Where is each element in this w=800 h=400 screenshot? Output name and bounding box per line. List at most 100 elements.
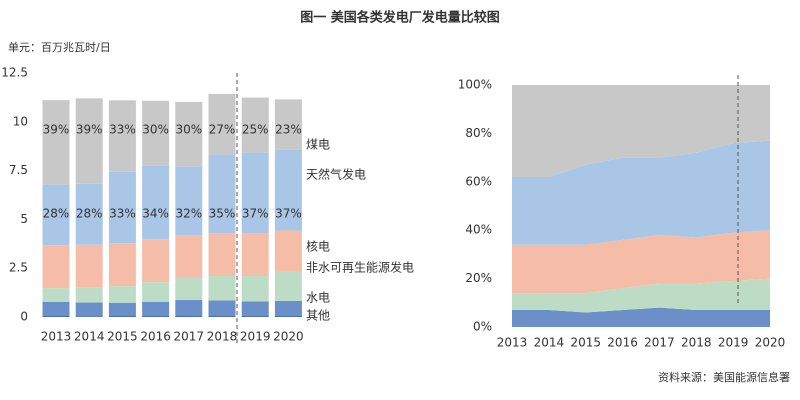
bar-segment bbox=[241, 276, 269, 302]
x-tick-label: 2016 bbox=[607, 336, 638, 350]
bar-segment bbox=[75, 287, 103, 303]
bar-segment bbox=[175, 277, 203, 301]
share-label: 35% bbox=[209, 207, 236, 221]
bar-segment bbox=[241, 152, 269, 234]
x-tick-label: 2019 bbox=[718, 336, 749, 350]
y-tick-label: 80% bbox=[465, 126, 492, 140]
legend-label: 非水可再生能源发电 bbox=[306, 260, 414, 275]
bar-segment bbox=[142, 282, 170, 302]
y-tick-label: 7.5 bbox=[9, 163, 28, 177]
bar-segment bbox=[175, 300, 203, 317]
bar-segment bbox=[42, 316, 70, 317]
bar-segment bbox=[208, 233, 236, 277]
bar-segment bbox=[241, 316, 269, 317]
bar-segment bbox=[42, 288, 70, 302]
bar-segment bbox=[274, 230, 302, 272]
bar-segment bbox=[142, 100, 170, 166]
x-tick-label: 2016 bbox=[140, 330, 171, 344]
bar-segment bbox=[175, 316, 203, 317]
x-tick-label: 2015 bbox=[570, 336, 601, 350]
share-label: 33% bbox=[109, 123, 136, 137]
bar-segment bbox=[208, 154, 236, 234]
bar-segment bbox=[42, 100, 70, 185]
bar-segment bbox=[142, 239, 170, 283]
bar-segment bbox=[142, 165, 170, 240]
share-label: 33% bbox=[109, 207, 136, 221]
share-label: 28% bbox=[43, 207, 70, 221]
unit-label: 单元：百万兆瓦时/日 bbox=[8, 41, 111, 54]
bar-segment bbox=[241, 233, 269, 277]
bar-segment bbox=[75, 316, 103, 317]
bar-segment bbox=[208, 300, 236, 317]
figure-title: 图一 美国各类发电厂发电量比较图 bbox=[300, 10, 500, 26]
legend-label: 水电 bbox=[306, 291, 330, 305]
legend-label: 天然气发电 bbox=[306, 167, 366, 182]
area bbox=[512, 230, 770, 294]
share-label: 37% bbox=[275, 207, 302, 221]
y-tick-label: 0 bbox=[20, 310, 28, 324]
share-label: 34% bbox=[142, 207, 169, 221]
bar-segment bbox=[274, 99, 302, 150]
x-tick-label: 2015 bbox=[107, 330, 138, 344]
y-tick-label: 12.5 bbox=[1, 66, 28, 80]
bar-segment bbox=[75, 302, 103, 317]
x-tick-label: 2014 bbox=[74, 330, 105, 344]
bar-segment bbox=[208, 316, 236, 317]
bar-segment bbox=[42, 245, 70, 289]
legend-label: 其他 bbox=[306, 309, 330, 323]
bar-segment bbox=[108, 100, 136, 172]
bar-segment bbox=[142, 316, 170, 317]
bar-segment bbox=[274, 316, 302, 317]
x-tick-label: 2020 bbox=[273, 330, 304, 344]
bar-segment bbox=[274, 300, 302, 317]
bar-segment bbox=[108, 316, 136, 317]
area bbox=[512, 278, 770, 313]
bar-segment bbox=[241, 301, 269, 317]
bar-segment bbox=[75, 183, 103, 245]
x-tick-label: 2019 bbox=[240, 330, 271, 344]
bar-segment bbox=[108, 286, 136, 303]
share-label: 30% bbox=[175, 123, 202, 137]
y-tick-label: 40% bbox=[465, 223, 492, 237]
legend-label: 核电 bbox=[306, 240, 330, 254]
bar-segment bbox=[142, 301, 170, 317]
bar-segment bbox=[75, 244, 103, 288]
share-label: 25% bbox=[242, 123, 269, 137]
area bbox=[512, 85, 770, 177]
y-tick-label: 100% bbox=[458, 78, 492, 92]
area bbox=[512, 140, 770, 245]
legend-label: 煤电 bbox=[306, 138, 330, 152]
y-tick-label: 60% bbox=[465, 174, 492, 188]
bar-segment bbox=[108, 171, 136, 244]
bar-segment bbox=[175, 235, 203, 278]
share-label: 27% bbox=[209, 123, 236, 137]
share-label: 32% bbox=[175, 207, 202, 221]
bar-segment bbox=[274, 149, 302, 231]
bar-segment bbox=[274, 271, 302, 301]
x-tick-label: 2020 bbox=[755, 336, 786, 350]
y-tick-label: 10 bbox=[13, 114, 28, 128]
x-tick-label: 2018 bbox=[681, 336, 712, 350]
share-label: 23% bbox=[275, 123, 302, 137]
share-label: 30% bbox=[142, 123, 169, 137]
share-label: 37% bbox=[242, 207, 269, 221]
x-tick-label: 2013 bbox=[497, 336, 528, 350]
bar-segment bbox=[175, 101, 203, 167]
share-label: 28% bbox=[76, 207, 103, 221]
y-tick-label: 20% bbox=[465, 271, 492, 285]
y-tick-label: 2.5 bbox=[9, 261, 28, 275]
x-tick-label: 2014 bbox=[534, 336, 565, 350]
share-label: 39% bbox=[43, 123, 70, 137]
bar-segment bbox=[241, 97, 269, 153]
source: 资料来源：美国能源信息署 bbox=[658, 370, 790, 384]
bar-segment bbox=[108, 243, 136, 287]
bar-segment bbox=[175, 166, 203, 236]
y-tick-label: 0% bbox=[473, 320, 492, 334]
x-tick-label: 2013 bbox=[41, 330, 72, 344]
bar-segment bbox=[208, 276, 236, 301]
x-tick-label: 2017 bbox=[174, 330, 205, 344]
bar-segment bbox=[42, 301, 70, 317]
bar-segment bbox=[208, 93, 236, 155]
